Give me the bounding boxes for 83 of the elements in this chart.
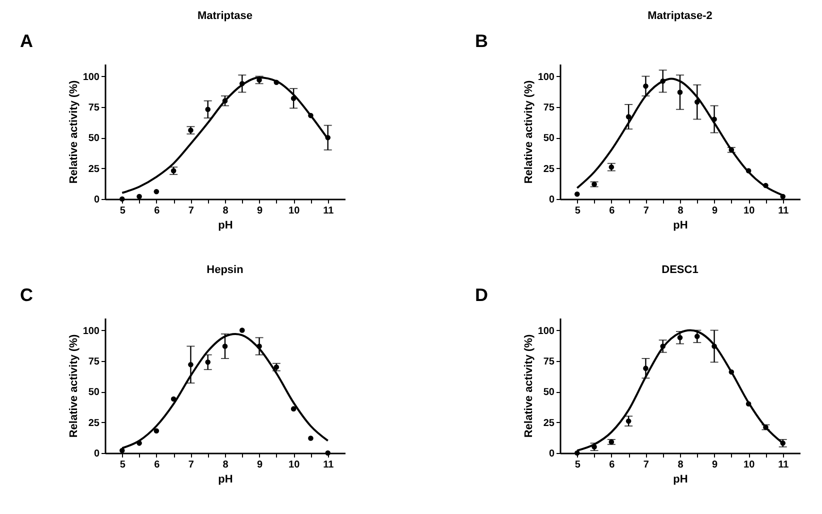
x-tick-label: 10: [288, 460, 300, 470]
point: [136, 194, 142, 200]
y-tick-label: 100: [538, 326, 555, 337]
x-tick-label: 11: [323, 460, 334, 470]
x-tick-label: 6: [154, 206, 160, 216]
point: [274, 80, 280, 86]
x-tick-label: 11: [778, 206, 790, 216]
point: [728, 369, 734, 375]
point: [574, 191, 580, 197]
point: [746, 168, 752, 174]
y-axis-title: Relative activity (%): [68, 80, 80, 184]
point: [746, 401, 752, 407]
y-tick-label: 50: [543, 387, 555, 398]
chart-title: Hepsin: [206, 264, 244, 276]
x-tick-label: 5: [574, 206, 581, 216]
text: A: [20, 31, 33, 51]
y-axis-title: Relative activity (%): [68, 334, 80, 438]
x-tick-label: 10: [744, 460, 756, 470]
x-axis-title: pH: [218, 220, 233, 232]
x-tick-label: 6: [154, 460, 160, 470]
chart-title: Matriptase-2: [648, 10, 712, 22]
x-tick-label: 5: [574, 460, 581, 470]
text: C: [20, 285, 33, 305]
y-tick-label: 25: [543, 418, 555, 429]
x-tick-label: 7: [643, 206, 650, 216]
y-tick-label: 50: [88, 133, 100, 144]
x-axis-title: pH: [218, 474, 233, 486]
y-tick-label: 0: [548, 448, 555, 460]
y-tick-label: 75: [543, 102, 555, 114]
x-tick-label: 9: [712, 206, 718, 216]
x-tick-label: 8: [222, 206, 229, 216]
y-axis-title: Relative activity (%): [522, 334, 535, 438]
y-tick-label: 75: [88, 356, 100, 368]
x-tick-label: 6: [609, 206, 616, 216]
y-tick-label: 0: [94, 194, 100, 206]
x-tick-label: 9: [712, 460, 718, 470]
y-tick-label: 50: [88, 387, 100, 398]
x-tick-label: 7: [188, 206, 194, 216]
x-tick-label: 11: [323, 206, 334, 216]
x-axis-title: pH: [673, 474, 688, 486]
y-tick-label: 0: [548, 194, 555, 206]
point: [170, 396, 176, 402]
y-tick-label: 75: [88, 102, 100, 114]
x-tick-label: 9: [257, 206, 264, 216]
point: [239, 328, 245, 333]
point: [780, 194, 786, 200]
x-tick-label: 10: [744, 206, 756, 216]
x-tick-label: 6: [609, 460, 616, 470]
x-tick-label: 5: [120, 460, 126, 470]
point: [136, 440, 142, 446]
y-tick-label: 75: [543, 356, 555, 368]
x-tick-label: 10: [288, 206, 300, 216]
x-tick-label: 8: [678, 460, 684, 470]
y-tick-label: 100: [82, 326, 100, 337]
y-tick-label: 0: [94, 448, 100, 460]
y-tick-label: 100: [538, 72, 555, 83]
y-tick-label: 100: [82, 72, 100, 83]
text: B: [475, 31, 488, 51]
text: D: [475, 285, 488, 305]
point: [325, 450, 331, 456]
y-tick-label: 25: [88, 418, 100, 429]
x-axis-title: pH: [673, 220, 688, 232]
y-axis-title: Relative activity (%): [522, 80, 535, 184]
point: [154, 428, 160, 434]
point: [290, 406, 296, 412]
chart-title: Matriptase: [197, 10, 253, 22]
y-tick-label: 50: [543, 133, 555, 144]
x-tick-label: 7: [188, 460, 194, 470]
point: [308, 436, 314, 441]
y-tick-label: 25: [543, 164, 555, 175]
point: [308, 112, 314, 118]
point: [119, 448, 125, 454]
point: [119, 196, 125, 202]
x-tick-label: 8: [678, 206, 684, 216]
point: [763, 182, 768, 188]
y-tick-label: 25: [88, 164, 100, 175]
x-tick-label: 8: [222, 460, 229, 470]
x-tick-label: 9: [257, 460, 264, 470]
point: [154, 188, 160, 194]
x-tick-label: 5: [120, 206, 126, 216]
x-tick-label: 7: [643, 460, 650, 470]
x-tick-label: 11: [778, 460, 790, 470]
chart-title: DESC1: [662, 264, 698, 276]
